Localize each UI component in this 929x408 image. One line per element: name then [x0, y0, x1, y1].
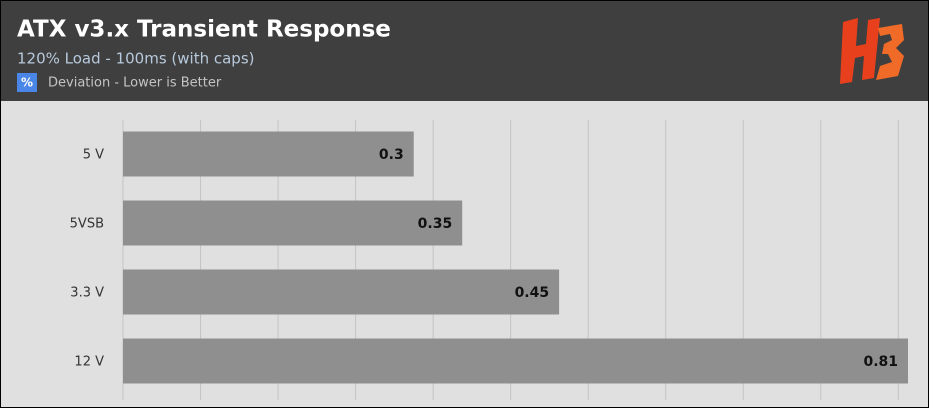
y-tick-label: 3.3 V — [70, 286, 104, 301]
value-label: 0.81 — [863, 354, 898, 370]
chart-subtitle: 120% Load - 100ms (with caps) — [17, 50, 254, 68]
bar — [123, 200, 463, 246]
bar — [123, 131, 414, 177]
logo — [840, 18, 904, 84]
logo-b — [876, 24, 904, 80]
y-tick-label: 5 V — [83, 148, 104, 163]
legend-icon: % — [21, 76, 33, 90]
value-label: 0.3 — [379, 147, 404, 163]
logo-h — [840, 18, 880, 84]
plot: 5 V 0.3 5VSB 0.35 3.3 V 0.45 12 V 0.81 — [70, 120, 908, 400]
y-tick-label: 5VSB — [70, 217, 104, 232]
chart-title: ATX v3.x Transient Response — [17, 17, 391, 43]
value-label: 0.45 — [515, 285, 550, 301]
bar — [123, 269, 560, 315]
y-tick-label: 12 V — [74, 355, 104, 370]
header — [1, 1, 928, 101]
value-label: 0.35 — [418, 216, 453, 232]
legend-label: Deviation - Lower is Better — [48, 76, 222, 91]
bar — [123, 338, 908, 384]
legend-icon-box — [17, 73, 37, 92]
